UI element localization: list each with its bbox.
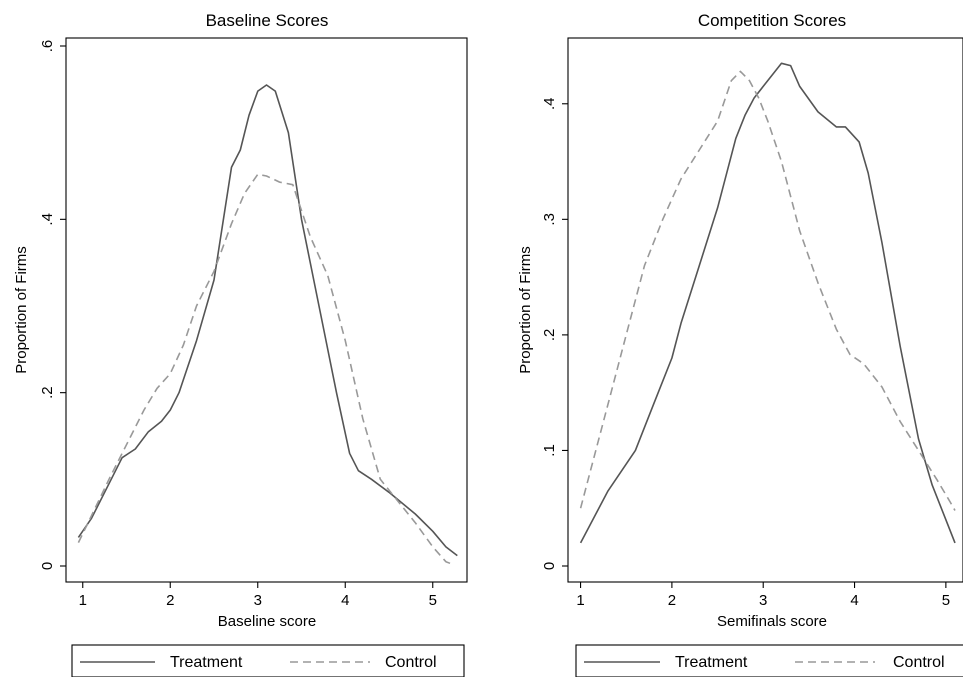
legend-box [575,644,963,677]
y-tick-label: 0 [541,562,558,570]
y-tick-label: 0 [39,562,56,570]
series-line-control [77,173,455,566]
y-axis-label: Proportion of Firms [13,246,30,374]
y-tick-label: .2 [39,386,56,399]
y-tick-label: .2 [541,329,558,342]
legend-label-control: Control [893,654,945,671]
x-tick-label: 4 [341,592,349,609]
x-tick-label: 5 [429,592,437,609]
series-line-control [579,70,956,511]
x-tick-label: 3 [759,592,767,609]
plot-frame [65,37,468,583]
series-line-treatment [579,62,956,544]
legend: Treatment Control [71,644,465,677]
chart-panel-2: Competition Scores 1 2 3 4 5 0 .1 .2 .3 .4 Semifina… [517,11,963,677]
x-tick-label: 2 [166,592,174,609]
legend-label-treatment: Treatment [675,654,748,671]
x-tick-label: 5 [942,592,950,609]
legend: Treatment Control [575,644,963,677]
x-tick-label: 3 [254,592,262,609]
y-tick-label: .1 [541,444,558,457]
x-axis-label: Semifinals score [717,613,827,630]
legend-label-control: Control [385,654,437,671]
chart-panel-1: Baseline Scores 1 2 3 4 5 0 .2 .4 .6 Baseline scor… [13,11,468,677]
x-tick-label: 1 [576,592,584,609]
legend-box [71,644,465,677]
x-tick-label: 1 [79,592,87,609]
y-tick-label: .4 [39,213,56,226]
chart-title: Competition Scores [698,11,846,30]
chart-title: Baseline Scores [206,11,329,30]
x-tick-label: 2 [668,592,676,609]
x-axis-label: Baseline score [218,613,316,630]
plot-frame [567,37,963,583]
y-tick-label: .4 [541,98,558,111]
y-axis-label: Proportion of Firms [517,246,534,374]
x-tick-label: 4 [850,592,858,609]
series-line-treatment [77,84,458,557]
y-tick-label: .3 [541,213,558,226]
y-tick-label: .6 [39,40,56,53]
legend-label-treatment: Treatment [170,654,243,671]
